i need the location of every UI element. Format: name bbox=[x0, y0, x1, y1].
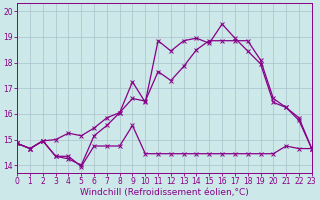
X-axis label: Windchill (Refroidissement éolien,°C): Windchill (Refroidissement éolien,°C) bbox=[80, 188, 249, 197]
